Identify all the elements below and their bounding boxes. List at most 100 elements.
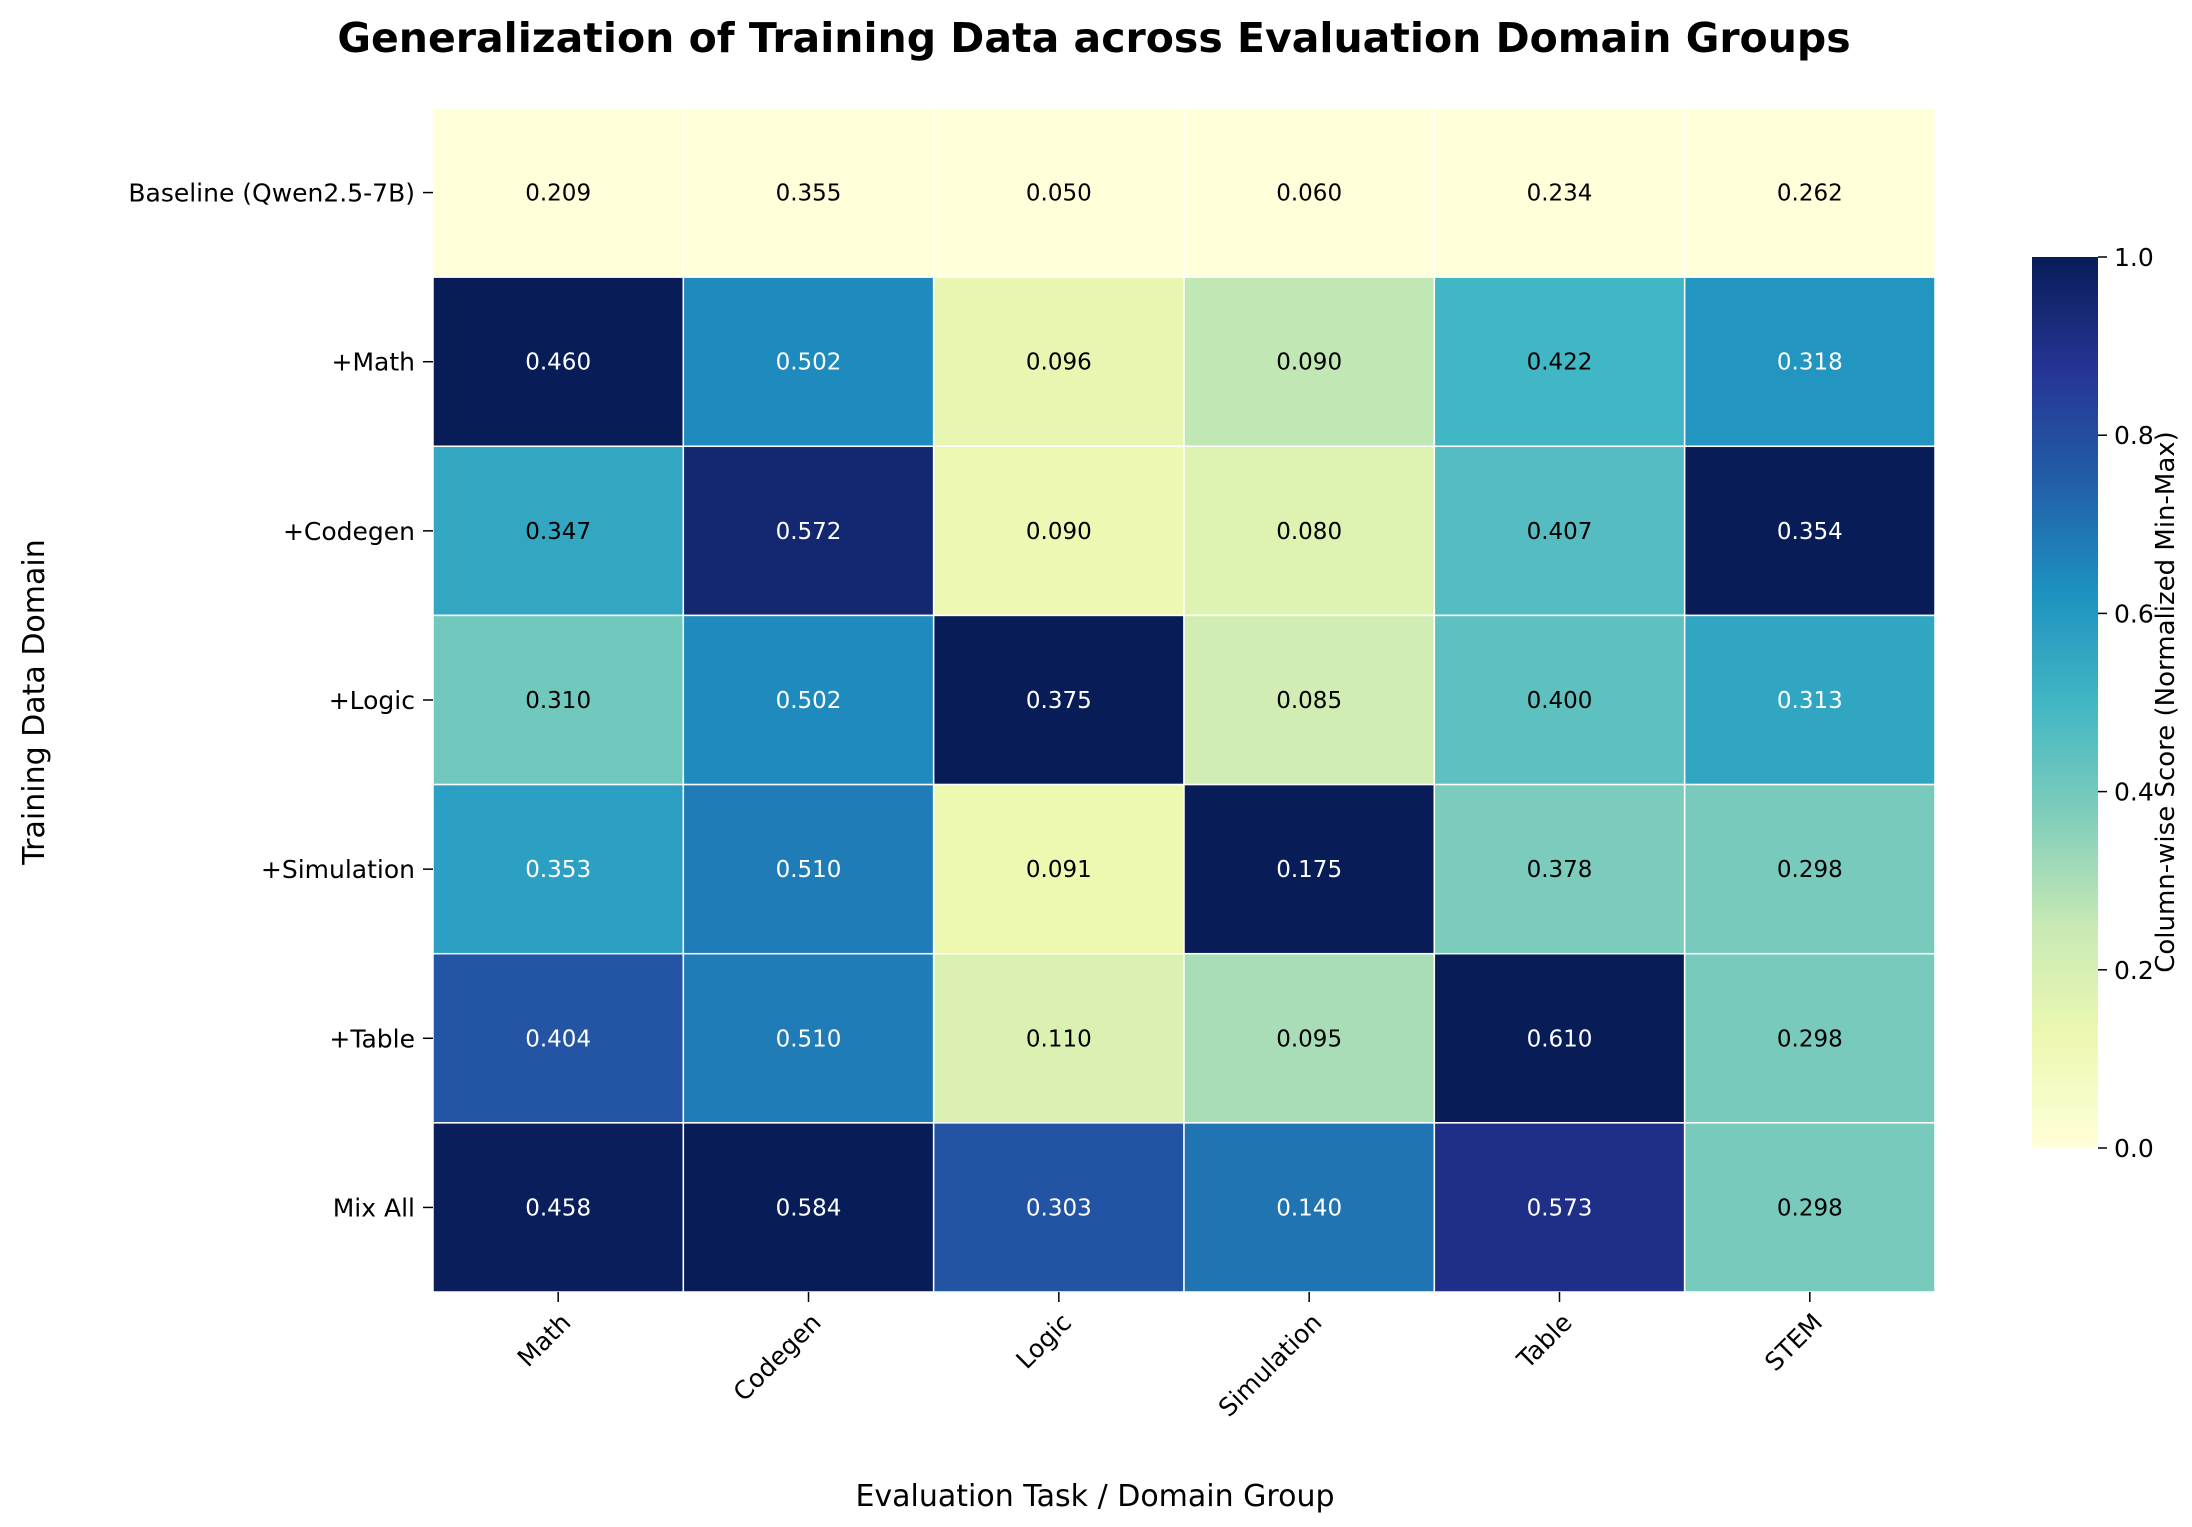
heatmap-cell <box>1683 783 1936 955</box>
heatmap-cell <box>432 614 685 786</box>
heatmap-cell <box>682 445 935 617</box>
heatmap-cell <box>1683 614 1936 786</box>
cell-value-label: 0.584 <box>776 1195 842 1221</box>
cell-value-label: 0.422 <box>1527 350 1593 376</box>
cell-value-label: 0.080 <box>1276 519 1342 545</box>
heatmap-cell <box>1183 276 1436 448</box>
cell-value-label: 0.318 <box>1777 350 1843 376</box>
heatmap-cell <box>1683 107 1936 278</box>
heatmap-cell <box>1183 1122 1436 1293</box>
cell-value-label: 0.262 <box>1777 181 1843 207</box>
x-axis-label: Evaluation Task / Domain Group <box>855 1479 1334 1514</box>
x-tick-label: Logic <box>1010 1308 1077 1375</box>
colorbar-label: Column-wise Score (Normalized Min-Max) <box>2151 431 2181 973</box>
heatmap-cell <box>682 614 935 786</box>
cell-value-label: 0.460 <box>525 350 591 376</box>
heatmap-cell <box>1683 1122 1936 1293</box>
heatmap-cell <box>432 952 685 1124</box>
cell-value-label: 0.234 <box>1527 181 1593 207</box>
y-tick-label: +Math <box>332 348 415 377</box>
cell-value-label: 0.091 <box>1026 857 1092 883</box>
y-tick-label: +Codegen <box>283 517 415 546</box>
cell-value-label: 0.502 <box>776 350 842 376</box>
heatmap-cell <box>932 107 1185 278</box>
cell-value-label: 0.354 <box>1777 519 1843 545</box>
cell-value-label: 0.573 <box>1527 1195 1593 1221</box>
heatmap-cell <box>1683 952 1936 1124</box>
heatmap-cell <box>932 614 1185 786</box>
cell-value-label: 0.140 <box>1276 1195 1342 1221</box>
cell-value-label: 0.090 <box>1026 519 1092 545</box>
heatmap-cell <box>432 783 685 955</box>
heatmap-cell <box>682 107 935 278</box>
cell-value-label: 0.572 <box>776 519 842 545</box>
cell-value-label: 0.096 <box>1026 350 1092 376</box>
colorbar: 0.0 0.2 0.4 0.6 0.8 1.0 Column-wise Score (No… <box>2032 243 2181 1163</box>
cell-value-label: 0.050 <box>1026 181 1092 207</box>
cell-value-label: 0.310 <box>525 688 591 714</box>
cell-value-label: 0.209 <box>525 181 591 207</box>
cell-value-label: 0.298 <box>1777 857 1843 883</box>
heatmap-cells: 0.209 0.355 0.050 0.060 0.234 0.262 0.460 0.502… <box>432 107 1936 1293</box>
cell-value-label: 0.400 <box>1527 688 1593 714</box>
heatmap-cell <box>1183 107 1436 278</box>
cell-value-label: 0.095 <box>1276 1026 1342 1052</box>
y-axis-label: Training Data Domain <box>17 539 52 866</box>
y-tick-label: Baseline (Qwen2.5-7B) <box>128 179 415 208</box>
colorbar-tick-label: 0.6 <box>2114 599 2154 628</box>
colorbar-tick-label: 0.8 <box>2114 421 2154 450</box>
heatmap-cell <box>1433 107 1686 278</box>
cell-value-label: 0.458 <box>525 1195 591 1221</box>
cell-value-label: 0.610 <box>1527 1026 1593 1052</box>
cell-value-label: 0.378 <box>1527 857 1593 883</box>
heatmap-cell <box>932 783 1185 955</box>
cell-value-label: 0.175 <box>1276 857 1342 883</box>
y-tick-label: Mix All <box>333 1193 415 1222</box>
cell-value-label: 0.510 <box>776 1026 842 1052</box>
cell-value-label: 0.085 <box>1276 688 1342 714</box>
cell-value-label: 0.313 <box>1777 688 1843 714</box>
cell-value-label: 0.404 <box>525 1026 591 1052</box>
cell-value-label: 0.090 <box>1276 350 1342 376</box>
colorbar-tick-label: 0.0 <box>2114 1134 2154 1163</box>
y-tick-label: +Simulation <box>261 855 415 884</box>
heatmap-cell <box>432 445 685 617</box>
cell-value-label: 0.502 <box>776 688 842 714</box>
x-tick-label: STEM <box>1759 1308 1828 1377</box>
cell-value-label: 0.353 <box>525 857 591 883</box>
x-tick-label: Codegen <box>728 1308 827 1407</box>
heatmap-cell <box>932 445 1185 617</box>
cell-value-label: 0.347 <box>525 519 591 545</box>
heatmap-cell <box>1433 952 1686 1124</box>
colorbar-tick-label: 0.2 <box>2114 956 2154 985</box>
cell-value-label: 0.298 <box>1777 1026 1843 1052</box>
colorbar-tick-label: 1.0 <box>2114 243 2154 272</box>
cell-value-label: 0.298 <box>1777 1195 1843 1221</box>
colorbar-gradient <box>2032 257 2098 1148</box>
heatmap-cell <box>1183 614 1436 786</box>
heatmap-cell <box>682 276 935 448</box>
heatmap-cell <box>1433 783 1686 955</box>
heatmap-cell <box>432 1122 685 1293</box>
heatmap-cell <box>1433 445 1686 617</box>
heatmap-cell <box>1433 614 1686 786</box>
x-tick-label: Table <box>1511 1308 1578 1375</box>
chart-title: Generalization of Training Data across E… <box>337 14 1850 62</box>
cell-value-label: 0.060 <box>1276 181 1342 207</box>
cell-value-label: 0.407 <box>1527 519 1593 545</box>
x-tick-label: Math <box>512 1308 577 1373</box>
cell-value-label: 0.355 <box>776 181 842 207</box>
heatmap-cell <box>1183 445 1436 617</box>
heatmap-cell <box>432 107 685 278</box>
heatmap-cell <box>1183 783 1436 955</box>
x-tick-label: Simulation <box>1213 1308 1328 1423</box>
x-axis-ticks: Math Codegen Logic Simulation Table STEM <box>512 1292 1828 1422</box>
y-tick-label: +Table <box>329 1024 415 1053</box>
heatmap-cell <box>1683 445 1936 617</box>
cell-value-label: 0.303 <box>1026 1195 1092 1221</box>
y-tick-label: +Logic <box>329 686 415 715</box>
heatmap-cell <box>932 1122 1185 1293</box>
heatmap-cell <box>1683 276 1936 448</box>
colorbar-tick-label: 0.4 <box>2114 778 2154 807</box>
